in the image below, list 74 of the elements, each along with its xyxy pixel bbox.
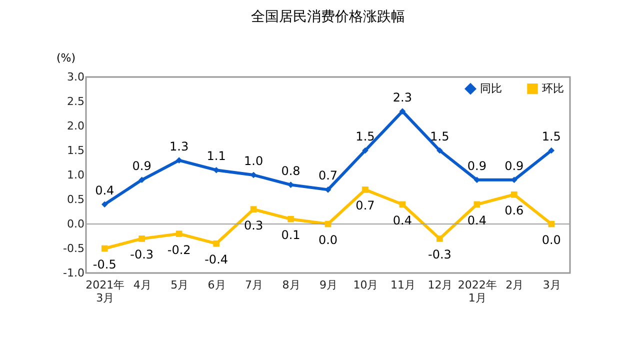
y-tick-label: 2.5 [67,95,84,108]
y-tick-label: 3.0 [67,70,84,84]
data-label: -0.2 [167,242,191,257]
point [176,230,182,237]
data-label: 1.0 [244,154,264,168]
x-tick-label: 9月 [320,278,338,292]
data-label: -0.3 [130,248,154,262]
chart-title: 全国居民消费价格涨跌幅 [251,9,405,25]
y-tick-label: 2.0 [67,120,84,132]
x-tick-label: 6月 [208,278,226,292]
point [548,147,555,154]
data-label: 0.6 [504,204,524,218]
data-label: 0.7 [318,168,338,183]
point [101,245,108,252]
point [399,108,406,114]
data-label: 1.5 [356,130,375,144]
data-label: 1.5 [430,130,450,144]
point [399,201,406,208]
point [436,147,443,154]
y-tick-label: 0.5 [67,193,84,206]
point [436,236,443,242]
point [138,176,146,184]
data-label: 0.1 [281,228,300,242]
data-label: -0.4 [204,252,228,267]
point [176,157,182,164]
data-label: 0.8 [281,164,300,178]
y-tick-label: -1.0 [63,266,84,280]
data-label: 0.7 [356,198,375,213]
legend-label: 环比 [542,82,564,95]
x-tick-label: 4月 [133,278,152,292]
point [250,206,257,212]
y-tick-label: 1.5 [67,144,84,157]
x-tick-label: 3月 [542,278,561,292]
data-label: 0.0 [318,233,338,247]
point [362,186,368,193]
data-label: 0.9 [132,158,152,173]
data-label: 0.0 [542,233,561,247]
y-tick-label: -0.5 [63,242,84,255]
x-tick-label: 7月 [245,278,264,292]
legend-label: 同比 [480,82,502,95]
data-label: 2.3 [392,90,412,104]
data-label: -0.3 [428,248,452,262]
point [510,191,518,198]
point [288,216,294,222]
point [474,201,480,208]
point [362,147,368,154]
data-label: 0.4 [467,213,486,228]
data-label: 0.9 [504,158,524,173]
y-axis-title: (%) [56,52,76,64]
point [324,220,332,228]
data-label: 1.1 [206,149,226,164]
data-label: -0.5 [92,258,116,272]
x-tick-label: 2月 [506,278,524,292]
x-tick-label: 2022年 1月 [458,278,497,304]
point [324,186,332,193]
point [213,240,220,247]
data-label: 1.3 [170,139,189,154]
point [213,166,220,174]
data-label: 0.3 [244,218,264,232]
x-tick-label: 12月 [428,278,453,292]
data-label: 1.5 [542,130,561,144]
point [138,236,146,242]
point [101,201,108,208]
data-label: 0.4 [392,213,412,228]
x-tick-label: 8月 [282,278,300,292]
x-tick-label: 11月 [390,278,416,292]
data-label: 0.4 [95,183,114,198]
y-tick-label: 0.0 [67,218,84,230]
y-tick-label: 1.0 [67,168,84,182]
data-label: 0.9 [467,158,486,173]
x-tick-label: 2021年 3月 [86,278,125,304]
x-tick-label: 5月 [170,278,189,292]
point [548,220,555,228]
x-tick-label: 10月 [353,278,378,292]
